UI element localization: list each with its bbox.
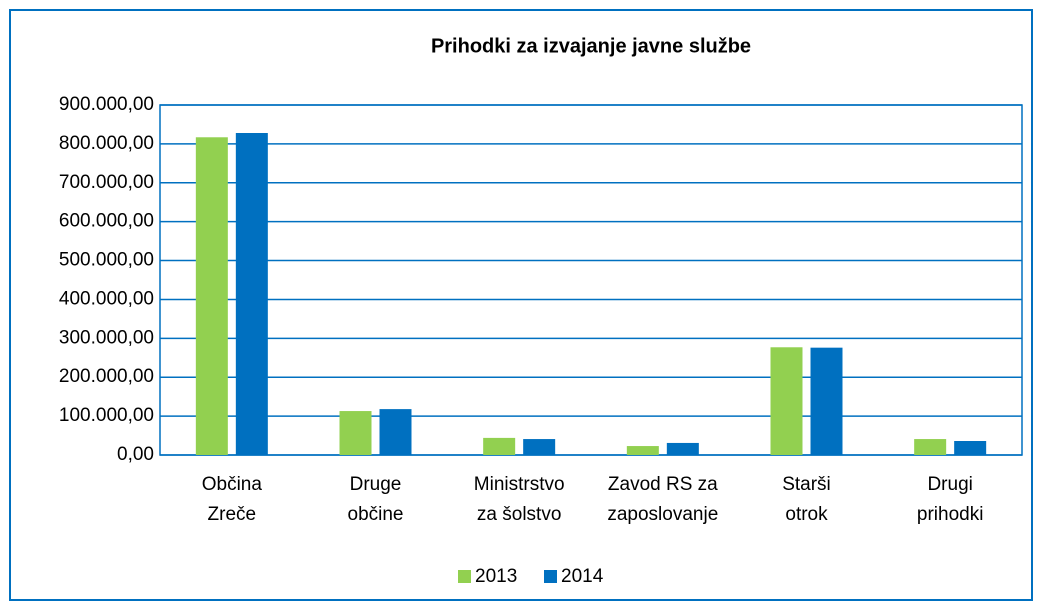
legend-label: 2013 (475, 566, 517, 587)
y-tick-label: 400.000,00 (59, 288, 154, 309)
plot-border (159, 104, 1023, 456)
bar (483, 437, 516, 455)
x-tick-label: za šolstvo (477, 504, 561, 525)
bar (914, 439, 947, 455)
chart-title: Prihodki za izvajanje javne službe (431, 35, 751, 57)
bar (195, 137, 228, 455)
legend-swatch (458, 570, 471, 583)
x-tick-label: zaposlovanje (607, 504, 718, 525)
x-tick-label: Občina (202, 474, 263, 495)
x-tick-label: Druge (350, 474, 402, 495)
x-tick-label: Ministrstvo (474, 474, 565, 495)
bar (770, 347, 803, 455)
x-tick-label: Zreče (208, 504, 257, 525)
y-tick-label: 900.000,00 (59, 94, 154, 115)
bar (235, 133, 268, 455)
y-tick-label: 300.000,00 (59, 327, 154, 348)
y-tick-label: 200.000,00 (59, 366, 154, 387)
bar (379, 409, 412, 455)
x-tick-label: prihodki (917, 504, 984, 525)
y-tick-label: 100.000,00 (59, 405, 154, 426)
x-tick-label: občine (348, 504, 404, 525)
y-tick-label: 700.000,00 (59, 172, 154, 193)
bar (339, 411, 372, 455)
x-tick-label: Drugi (927, 474, 972, 495)
x-tick-label: otrok (785, 504, 828, 525)
legend-swatch (544, 570, 557, 583)
bar (810, 347, 843, 455)
y-tick-label: 600.000,00 (59, 211, 154, 232)
bar (666, 442, 699, 455)
x-tick-label: Starši (782, 474, 831, 495)
bar (954, 441, 987, 455)
x-tick-label: Zavod RS za (608, 474, 718, 495)
y-tick-label: 0,00 (117, 444, 154, 465)
bar (523, 439, 556, 455)
y-tick-label: 500.000,00 (59, 250, 154, 271)
y-tick-label: 800.000,00 (59, 133, 154, 154)
legend-label: 2014 (561, 566, 604, 587)
chart-frame (9, 9, 1033, 601)
bar (626, 446, 659, 455)
